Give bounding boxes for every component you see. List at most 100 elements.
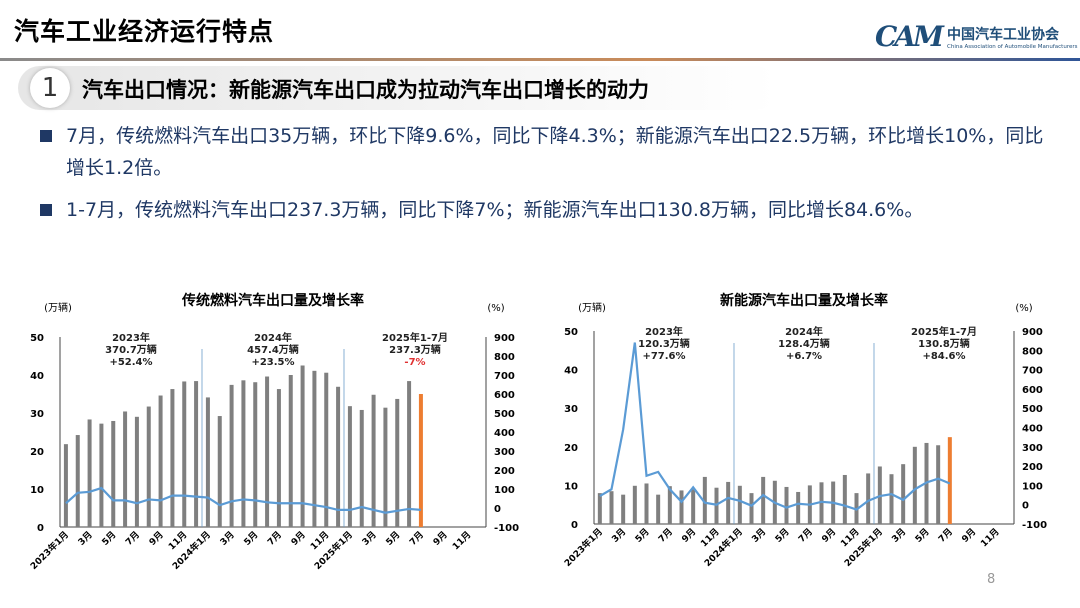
bar (597, 493, 602, 524)
y2-tick-label: 300 (1022, 443, 1043, 454)
x-tick-label: 3月 (750, 526, 769, 545)
bar (726, 481, 731, 524)
bar (667, 486, 672, 524)
annotation-text: 130.8万辆 (918, 337, 970, 350)
y2-tick-label: 500 (494, 409, 515, 420)
bar (621, 494, 626, 524)
bar (796, 491, 801, 524)
section-header: 1 汽车出口情况：新能源汽车出口成为拉动汽车出口增长的动力 (18, 66, 778, 110)
bar (749, 493, 754, 524)
y-tick-label: 10 (30, 485, 44, 496)
x-tick-label: 3月 (360, 529, 379, 548)
y2-tick-label: 700 (494, 371, 515, 382)
bar (123, 411, 128, 527)
bar (407, 381, 412, 527)
y-tick-label: 10 (564, 481, 578, 492)
x-tick-label: 7月 (265, 529, 284, 548)
bar (737, 485, 742, 524)
x-tick-label: 9月 (289, 529, 308, 548)
annotation-text: 2024年 (785, 325, 823, 338)
annotation-text: 2025年1-7月 (911, 325, 977, 338)
bar (656, 494, 661, 524)
bullet-square-icon (40, 130, 52, 142)
page-title: 汽车工业经济运行特点 (14, 17, 275, 46)
y2-tick-label: 800 (494, 352, 515, 363)
x-tick-label: 3月 (890, 526, 909, 545)
annotation-text: 370.7万辆 (105, 343, 157, 356)
annotation-text: 457.4万辆 (247, 343, 299, 356)
logo-en: China Association of Automobile Manufact… (947, 43, 1078, 50)
growth-line (65, 486, 422, 514)
cam-logo-icon: CAM (875, 20, 944, 53)
y-tick-label: 20 (564, 443, 578, 454)
x-tick-label: 9月 (820, 526, 839, 545)
bar (158, 395, 163, 527)
x-tick-label: 11月 (450, 529, 473, 552)
y-tick-label: 30 (564, 404, 578, 415)
annotation-text: +52.4% (109, 357, 152, 368)
bar (205, 397, 210, 527)
annotation-text: -7% (404, 357, 425, 368)
chart-ice-exports: 传统燃料汽车出口量及增长率 (万辆) (%) 0 10 20 30 40 50 -100 0 100 2… (30, 292, 519, 572)
annotation-text: +84.6% (922, 351, 965, 362)
annotation-text: 2024年 (254, 331, 292, 344)
bar (901, 464, 906, 524)
bar (395, 398, 400, 527)
y2-tick-label: 200 (1022, 462, 1043, 473)
bar (265, 376, 270, 527)
bar (714, 487, 719, 524)
annotation-text: 128.4万辆 (778, 337, 830, 350)
x-tick-label: 9月 (680, 526, 699, 545)
y2-tick-label: -100 (494, 523, 519, 534)
x-tick-label: 5月 (773, 526, 792, 545)
y2-tick-label: 900 (1022, 327, 1043, 338)
annotation-text: +23.5% (251, 357, 294, 368)
bullet-item: 7月，传统燃料汽车出口35万辆，环比下降9.6%，同比下降4.3%；新能源汽车出… (40, 120, 1060, 184)
y-tick-label: 40 (564, 366, 578, 377)
bar (336, 386, 341, 527)
y2-tick-label: 600 (494, 390, 515, 401)
logo: CAM 中国汽车工业协会 China Association of Automo… (875, 20, 1077, 53)
y-tick-label: 0 (571, 520, 578, 531)
y2-axis-label: (%) (487, 303, 504, 314)
x-tick-label: 11月 (979, 526, 1002, 549)
x-tick-label: 9月 (960, 526, 979, 545)
y2-tick-label: 400 (1022, 424, 1043, 435)
annotation-text: +77.6% (642, 351, 685, 362)
annotation-text: 2023年 (112, 331, 150, 344)
bar (632, 485, 637, 524)
bar (146, 406, 151, 527)
annotation-text: 120.3万辆 (638, 337, 690, 350)
bar (609, 491, 614, 524)
bar (63, 444, 68, 527)
y-axis-label: (万辆) (578, 301, 606, 314)
x-tick-label: 7月 (656, 526, 675, 545)
bar (111, 420, 116, 527)
x-tick-label: 5月 (384, 529, 403, 548)
x-tick-label: 3月 (218, 529, 237, 548)
x-tick-label: 2023年1月 (562, 526, 605, 569)
bar (229, 384, 234, 527)
bar (241, 380, 246, 527)
chart-title: 新能源汽车出口量及增长率 (720, 292, 888, 309)
page-number: 8 (987, 572, 996, 587)
y2-tick-label: 400 (494, 428, 515, 439)
bar (288, 375, 293, 527)
x-tick-label: 3月 (610, 526, 629, 545)
y2-tick-label: 200 (494, 466, 515, 477)
y2-tick-label: 900 (494, 333, 515, 344)
y-tick-label: 50 (564, 327, 578, 338)
annotation-text: 2023年 (645, 325, 683, 338)
section-number: 1 (30, 68, 70, 108)
bullet-item: 1-7月，传统燃料汽车出口237.3万辆，同比下降7%；新能源汽车出口130.8… (40, 194, 1060, 226)
growth-line (599, 342, 951, 511)
bar (194, 381, 199, 527)
y-tick-label: 30 (30, 409, 44, 420)
annotation-text: 2025年1-7月 (382, 331, 448, 344)
bar (383, 407, 388, 527)
x-tick-label: 7月 (123, 529, 142, 548)
y2-tick-label: 100 (1022, 481, 1043, 492)
x-tick-label: 7月 (936, 526, 955, 545)
header-divider (0, 58, 1080, 61)
bar (217, 416, 222, 527)
